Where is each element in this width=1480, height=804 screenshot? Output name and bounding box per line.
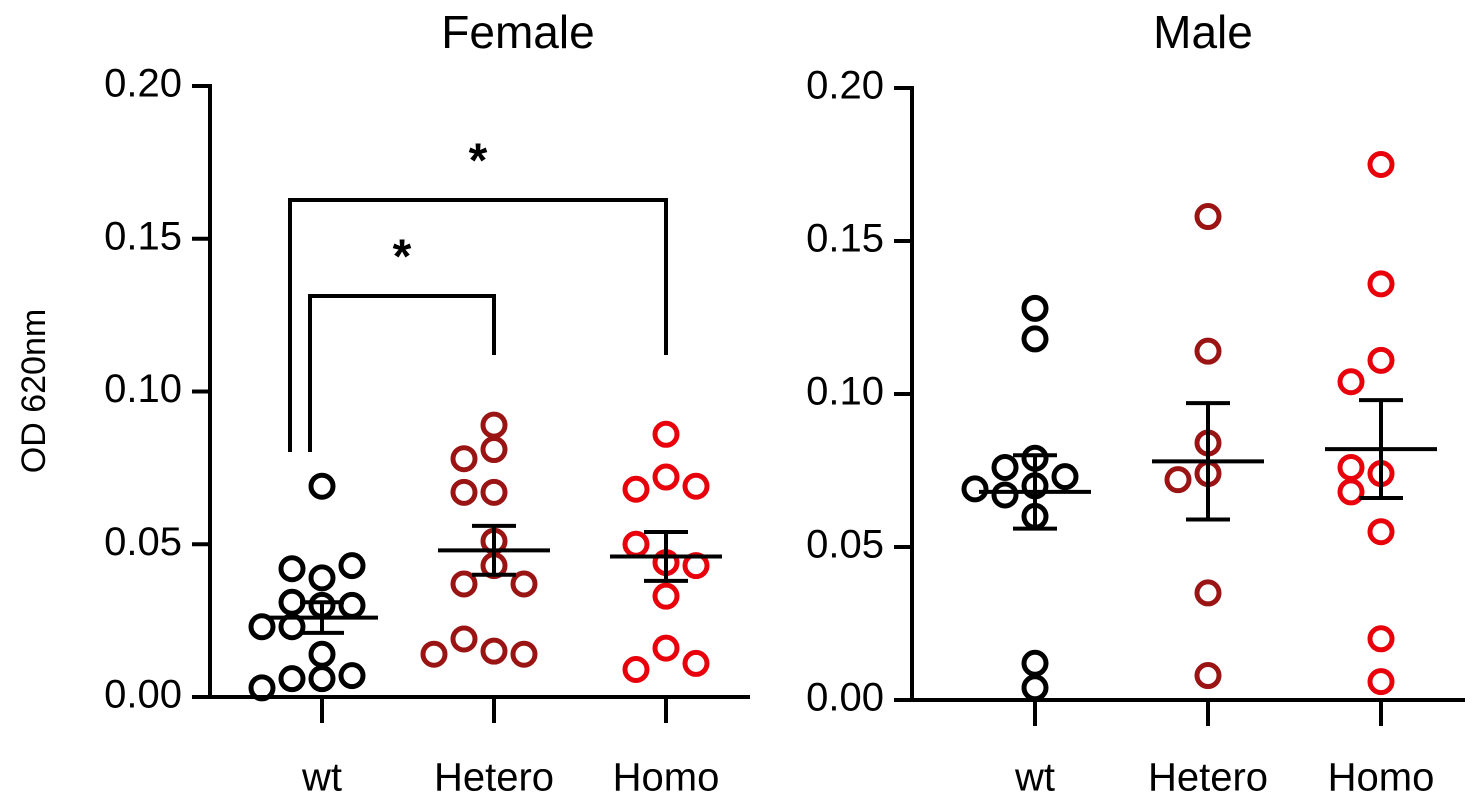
data-point bbox=[1367, 625, 1395, 653]
data-point bbox=[480, 411, 508, 439]
y-tick-label: 0.00 bbox=[806, 676, 884, 720]
data-point bbox=[1194, 203, 1222, 231]
y-tick-label: 0.20 bbox=[806, 64, 884, 108]
data-point bbox=[1367, 270, 1395, 298]
data-point bbox=[991, 481, 1019, 509]
data-point bbox=[1367, 518, 1395, 546]
data-point bbox=[961, 475, 989, 503]
data-point bbox=[338, 662, 366, 690]
data-point bbox=[450, 625, 478, 653]
data-point bbox=[1021, 325, 1049, 353]
data-point bbox=[308, 564, 336, 592]
data-point bbox=[278, 665, 306, 693]
data-point bbox=[338, 552, 366, 580]
data-point bbox=[480, 436, 508, 464]
panel-title: Female bbox=[441, 6, 594, 58]
y-tick-label: 0.10 bbox=[104, 367, 182, 411]
data-point bbox=[682, 472, 710, 500]
panel-title: Male bbox=[1153, 6, 1253, 58]
x-tick-label: Hetero bbox=[434, 756, 554, 800]
data-point bbox=[622, 530, 650, 558]
y-tick-label: 0.00 bbox=[104, 673, 182, 717]
data-point bbox=[308, 665, 336, 693]
y-tick-label: 0.15 bbox=[806, 217, 884, 261]
data-point bbox=[480, 478, 508, 506]
data-point bbox=[1367, 151, 1395, 178]
data-point bbox=[420, 640, 448, 668]
data-point bbox=[1021, 294, 1049, 322]
data-point bbox=[1194, 579, 1222, 607]
significance-label: * bbox=[393, 231, 412, 284]
data-point bbox=[652, 582, 680, 610]
x-tick-label: Hetero bbox=[1148, 756, 1268, 800]
data-point bbox=[450, 445, 478, 473]
data-point bbox=[1021, 649, 1049, 677]
data-point bbox=[682, 649, 710, 677]
data-point bbox=[622, 475, 650, 503]
data-point bbox=[1367, 346, 1395, 374]
y-tick-label: 0.20 bbox=[104, 62, 182, 106]
y-axis-label: OD 620nm bbox=[15, 309, 53, 473]
data-point bbox=[308, 640, 336, 668]
data-point bbox=[622, 656, 650, 684]
data-point bbox=[450, 570, 478, 598]
data-point bbox=[1367, 668, 1395, 696]
data-point bbox=[652, 420, 680, 448]
data-point bbox=[278, 588, 306, 616]
data-point bbox=[1337, 453, 1365, 481]
data-point bbox=[450, 478, 478, 506]
significance-bracket bbox=[288, 198, 668, 452]
y-tick-label: 0.15 bbox=[104, 214, 182, 258]
data-point bbox=[248, 613, 276, 641]
data-point bbox=[1164, 466, 1192, 494]
y-tick-label: 0.05 bbox=[104, 520, 182, 564]
x-tick-label: Homo bbox=[613, 756, 720, 800]
data-point bbox=[1194, 662, 1222, 690]
data-point bbox=[278, 555, 306, 583]
data-point bbox=[1051, 463, 1079, 491]
x-tick-label: wt bbox=[1014, 756, 1055, 800]
data-point bbox=[652, 634, 680, 662]
significance-bracket bbox=[308, 294, 496, 452]
data-point bbox=[1194, 337, 1222, 365]
data-point bbox=[480, 637, 508, 665]
y-tick-label: 0.10 bbox=[806, 370, 884, 414]
data-point bbox=[248, 674, 276, 702]
data-point bbox=[652, 463, 680, 491]
data-point bbox=[1337, 368, 1365, 396]
data-point bbox=[510, 640, 538, 668]
data-point bbox=[991, 453, 1019, 481]
data-point bbox=[510, 570, 538, 598]
x-tick-label: Homo bbox=[1328, 756, 1435, 800]
data-point bbox=[338, 591, 366, 619]
data-point bbox=[308, 472, 336, 500]
data-point bbox=[1337, 478, 1365, 506]
significance-label: * bbox=[469, 135, 488, 188]
x-tick-label: wt bbox=[301, 756, 342, 800]
data-point bbox=[1021, 674, 1049, 702]
y-tick-label: 0.05 bbox=[806, 523, 884, 567]
